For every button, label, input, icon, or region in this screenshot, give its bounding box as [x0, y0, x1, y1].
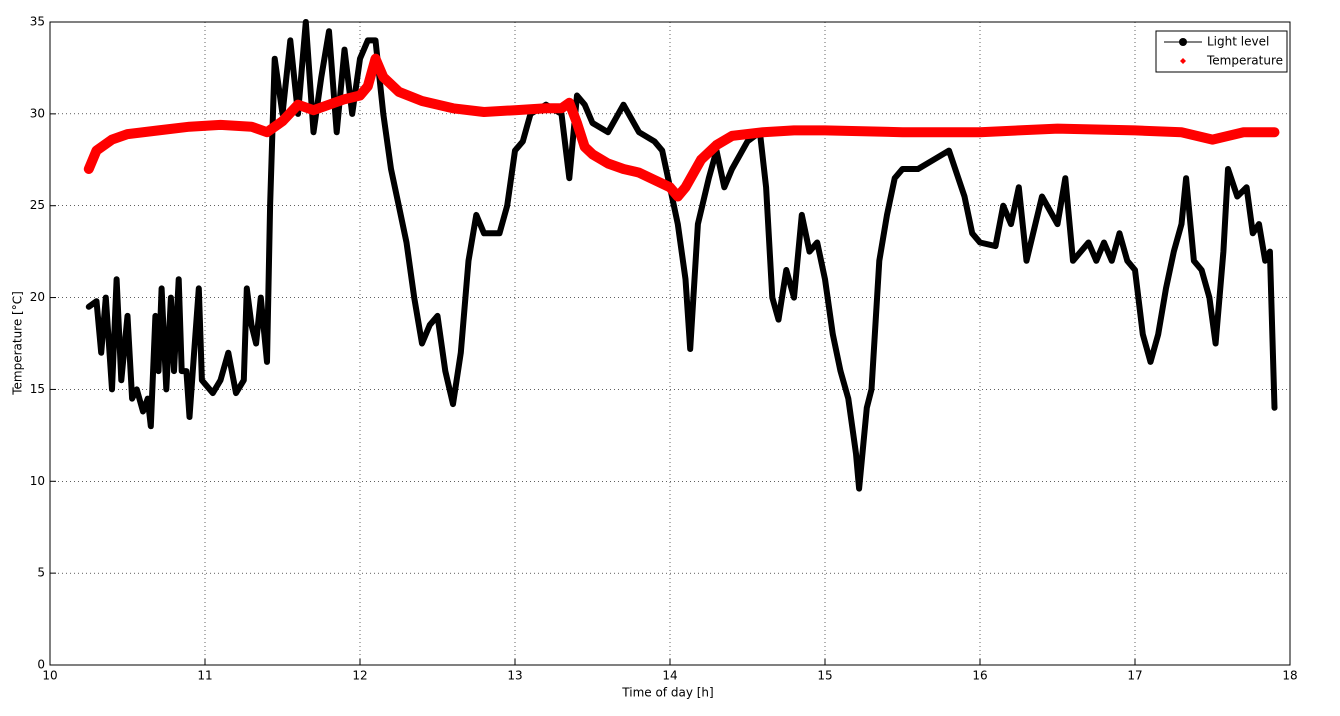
- legend-label: Temperature: [1206, 54, 1283, 68]
- x-tick-label: 10: [42, 669, 57, 683]
- legend-marker: [1180, 58, 1186, 64]
- x-tick-label: 18: [1282, 669, 1297, 683]
- x-tick-label: 13: [507, 669, 522, 683]
- legend-box: [1155, 30, 1288, 73]
- y-tick-label: 0: [37, 658, 45, 672]
- y-tick-label: 35: [30, 15, 45, 29]
- x-tick-label: 15: [817, 669, 832, 683]
- y-tick-label: 5: [37, 566, 45, 580]
- data-line: [83, 53, 1280, 202]
- x-tick-label: 11: [197, 669, 212, 683]
- x-tick-label: 12: [352, 669, 367, 683]
- y-axis-label: Temperature [°C]: [11, 291, 25, 396]
- y-tick-label: 10: [30, 474, 45, 488]
- y-tick-label: 25: [30, 198, 45, 212]
- y-tick-label: 20: [30, 290, 45, 304]
- legend-label: Light level: [1207, 35, 1269, 49]
- x-tick-label: 17: [1127, 669, 1142, 683]
- y-tick-label: 15: [30, 382, 45, 396]
- legend-marker: [1179, 38, 1187, 46]
- x-axis-label: Time of day [h]: [621, 686, 713, 700]
- plot-frame: [49, 21, 1291, 666]
- x-tick-label: 16: [972, 669, 987, 683]
- x-tick-label: 14: [662, 669, 677, 683]
- data-line: [85, 19, 1278, 492]
- y-tick-label: 30: [30, 106, 45, 120]
